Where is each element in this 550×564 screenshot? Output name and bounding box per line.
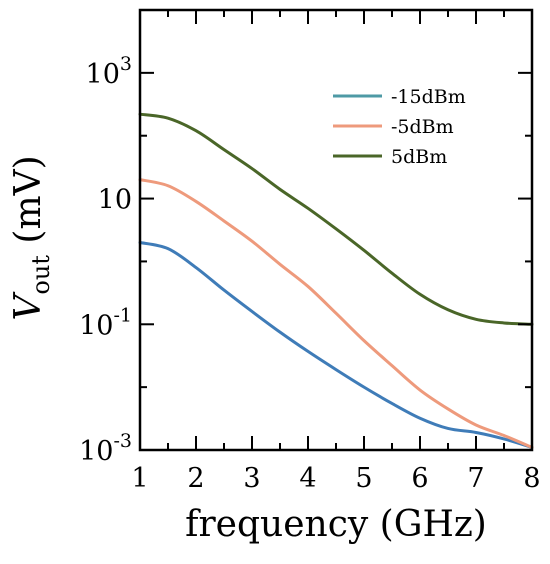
y-tick-label: 103 <box>86 53 132 90</box>
x-tick-label: 1 <box>131 463 148 494</box>
y-axis-label-subscript: out <box>27 255 55 295</box>
legend: -15dBm -5dBm 5dBm <box>333 86 466 168</box>
x-tick-label: 5 <box>355 463 372 494</box>
x-axis-label: frequency (GHz) <box>185 504 487 545</box>
legend-label: -15dBm <box>391 86 466 108</box>
y-tick-base: 10 <box>79 436 113 467</box>
x-tick-label: 2 <box>187 463 204 494</box>
series-line-2 <box>138 112 534 326</box>
y-tick-base: 10 <box>86 59 120 90</box>
legend-label: 5dBm <box>391 146 447 168</box>
x-axis-ticks: 1 2 3 4 5 6 7 8 <box>131 10 541 494</box>
y-tick-exponent: -1 <box>113 304 132 326</box>
y-tick-label: 10-1 <box>79 304 132 341</box>
series-line-1 <box>138 178 534 449</box>
x-tick-label: 6 <box>411 463 428 494</box>
x-tick-label: 4 <box>299 463 316 494</box>
y-axis-label-unit: (mV) <box>8 155 49 255</box>
y-axis-label-symbol: V <box>8 291 49 321</box>
series-lines <box>138 112 534 449</box>
y-tick-base: 10 <box>79 310 113 341</box>
y-tick-exponent: 3 <box>120 53 132 75</box>
x-tick-label: 8 <box>523 463 540 494</box>
legend-label: -5dBm <box>391 116 454 138</box>
series-line-0 <box>138 241 534 449</box>
y-tick-base: 10 <box>98 185 132 216</box>
y-tick-label: 10 <box>98 185 132 216</box>
x-tick-label: 3 <box>243 463 260 494</box>
x-tick-label: 7 <box>467 463 484 494</box>
y-axis-label: Vout (mV) <box>8 155 55 320</box>
y-tick-exponent: -3 <box>113 430 132 452</box>
y-tick-label: 10-3 <box>79 430 132 467</box>
